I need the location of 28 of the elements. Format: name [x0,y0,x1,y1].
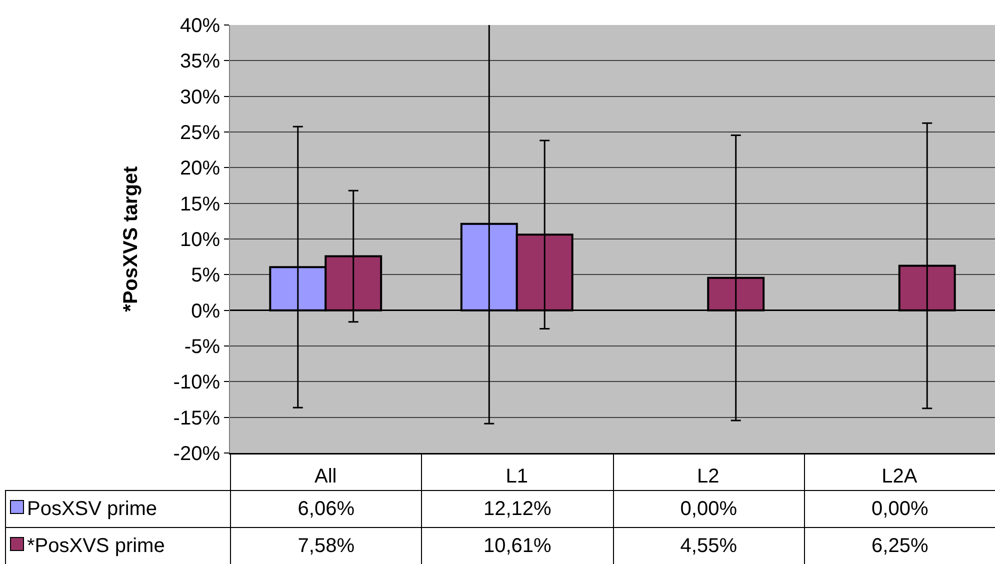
y-tick-label: -10% [173,372,220,394]
data-label: 0,00% [804,490,995,528]
x-tick-label: L2A [882,466,918,488]
data-label: 6,06% [230,490,422,528]
y-tick-label: 20% [180,158,220,180]
y-tick-label: 25% [180,122,220,144]
y-tick-label: 15% [180,193,220,216]
data-label: 10,61% [421,527,614,564]
data-label: 7,58% [230,527,422,564]
x-tick-label: All [314,466,337,488]
y-tick-label: 0% [191,300,220,322]
data-label: 0,00% [612,490,805,528]
legend-label: *PosXVS prime [27,535,165,557]
y-tick-label: 5% [191,264,220,287]
x-tick-label: L2 [697,466,720,488]
y-tick-label: 40% [180,15,220,37]
y-tick-label: 10% [180,229,220,251]
data-label: 6,25% [804,527,995,564]
y-tick-label: 35% [180,50,220,73]
data-label: 4,55% [612,527,805,564]
y-tick-label: -20% [173,443,220,465]
legend-label: PosXSV prime [27,498,158,520]
x-tick-label: L1 [506,466,528,488]
y-tick-label: 30% [180,86,220,108]
y-tick-label: -15% [173,407,220,430]
data-label: 12,12% [421,490,614,528]
y-tick-label: -5% [184,336,220,358]
y-axis-title: *PosXVS target [120,166,142,312]
